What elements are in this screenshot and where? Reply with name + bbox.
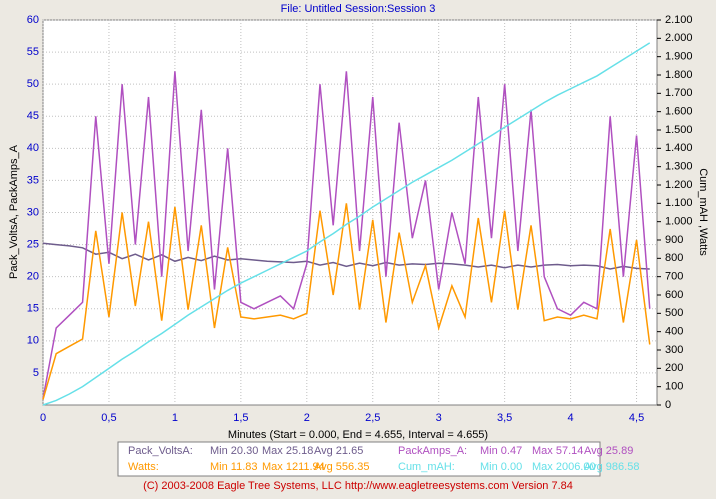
y2-tick-label: 600 — [665, 289, 683, 301]
y2-tick-label: 400 — [665, 326, 683, 338]
legend-stat: Max 57.14 — [532, 445, 583, 457]
x-tick-label: 2 — [304, 412, 310, 424]
y2-tick-label: 800 — [665, 252, 683, 264]
legend-stat: Min 0.00 — [480, 461, 522, 473]
y2-tick-label: 1.100 — [665, 197, 693, 209]
series-line — [42, 42, 651, 406]
y2-tick-label: 2.000 — [665, 32, 693, 44]
legend-stat: Min 0.47 — [480, 445, 522, 457]
legend-stat: Min 20.30 — [210, 445, 258, 457]
y2-tick-label: 100 — [665, 381, 683, 393]
y-tick-label: 60 — [27, 14, 39, 26]
y-tick-label: 30 — [27, 206, 39, 218]
legend-stat: Avg 25.89 — [584, 445, 633, 457]
legend-stat: Max 1211.94 — [262, 461, 325, 473]
legend-label: Pack_VoltsA: — [128, 445, 193, 457]
y2-tick-label: 1.600 — [665, 106, 693, 118]
y2-tick-label: 1.900 — [665, 51, 693, 63]
y2-tick-label: 700 — [665, 271, 683, 283]
y2-tick-label: 1.200 — [665, 179, 693, 191]
x-axis-label: Minutes (Start = 0.000, End = 4.655, Int… — [228, 429, 488, 441]
legend-stat: Min 11.83 — [210, 461, 258, 473]
series-line — [42, 71, 651, 399]
y-tick-label: 35 — [27, 174, 39, 186]
y-tick-label: 45 — [27, 110, 39, 122]
y2-tick-label: 200 — [665, 362, 683, 374]
legend-stat: Avg 986.58 — [584, 461, 639, 473]
y2-tick-label: 900 — [665, 234, 683, 246]
y2-tick-label: 1.000 — [665, 216, 693, 228]
y-tick-label: 20 — [27, 271, 39, 283]
y2-tick-label: 500 — [665, 307, 683, 319]
y2-tick-label: 1.700 — [665, 87, 693, 99]
x-tick-label: 1 — [172, 412, 178, 424]
legend-stat: Avg 556.35 — [314, 461, 369, 473]
y-tick-label: 25 — [27, 238, 39, 250]
x-tick-label: 0 — [40, 412, 46, 424]
y-tick-label: 5 — [33, 367, 39, 379]
x-tick-label: 4,5 — [629, 412, 644, 424]
y-tick-label: 40 — [27, 142, 39, 154]
legend-stat: Max 2006.00 — [532, 461, 596, 473]
y-axis-label: Pack_VoltsA, PackAmps_A — [8, 144, 20, 279]
y2-tick-label: 300 — [665, 344, 683, 356]
series-line — [42, 203, 651, 400]
legend-label: Watts: — [128, 461, 159, 473]
plot-area — [42, 19, 658, 406]
x-tick-label: 2,5 — [365, 412, 380, 424]
y2-tick-label: 1.300 — [665, 161, 693, 173]
y2-tick-label: 1.800 — [665, 69, 693, 81]
x-tick-label: 3 — [436, 412, 442, 424]
x-tick-label: 1,5 — [233, 412, 248, 424]
footer: (C) 2003-2008 Eagle Tree Systems, LLC ht… — [143, 480, 573, 492]
y-tick-label: 55 — [27, 46, 39, 58]
y-tick-label: 15 — [27, 303, 39, 315]
legend-label: Cum_mAH: — [398, 461, 455, 473]
y-tick-label: 50 — [27, 78, 39, 90]
x-tick-label: 4 — [568, 412, 574, 424]
series-line — [42, 242, 650, 270]
chart-title: File: Untitled Session:Session 3 — [281, 3, 436, 15]
x-tick-label: 0,5 — [101, 412, 116, 424]
legend — [117, 441, 601, 477]
y2-tick-label: 1.500 — [665, 124, 693, 136]
x-tick-label: 3,5 — [497, 412, 512, 424]
y2-tick-label: 2.100 — [665, 14, 693, 26]
legend-label: PackAmps_A: — [398, 445, 467, 457]
legend-stat: Max 25.18 — [262, 445, 313, 457]
y2-tick-label: 0 — [665, 399, 671, 411]
y2-axis-label: Cum_mAH ,Watts — [697, 168, 709, 256]
y2-tick-label: 1.400 — [665, 142, 693, 154]
y-tick-label: 10 — [27, 335, 39, 347]
legend-stat: Avg 21.65 — [314, 445, 363, 457]
